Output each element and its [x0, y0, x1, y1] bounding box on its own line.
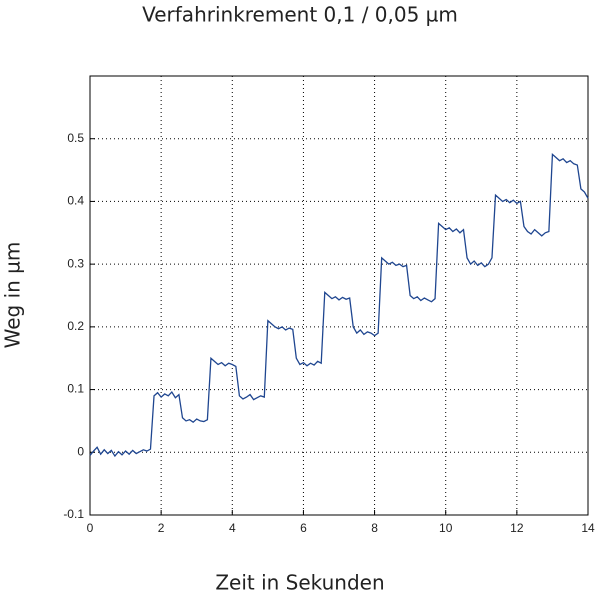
data-line [89, 153, 589, 458]
x-tick-label: 0 [87, 521, 94, 535]
x-tick-label: 12 [510, 521, 524, 535]
y-tick-label: 0.4 [67, 194, 84, 208]
x-tick-label: 4 [229, 521, 236, 535]
x-axis-label: Zeit in Sekunden [215, 571, 384, 595]
x-tick-label: 2 [158, 521, 165, 535]
x-tick-label: 6 [300, 521, 307, 535]
y-tick-label: 0 [77, 444, 84, 458]
plot-area [89, 75, 589, 516]
chart-title: Verfahrinkrement 0,1 / 0,05 µm [142, 3, 458, 27]
y-tick-label: 0.5 [67, 131, 84, 145]
x-tick-label: 8 [371, 521, 378, 535]
x-tick-label: 14 [581, 521, 595, 535]
y-tick-label: 0.1 [67, 382, 84, 396]
y-tick-label: 0.3 [67, 256, 84, 270]
y-tick-label: 0.2 [67, 319, 84, 333]
y-tick-label: -0.1 [63, 507, 84, 521]
y-axis-label: Weg in µm [1, 242, 25, 349]
x-tick-label: 10 [439, 521, 453, 535]
